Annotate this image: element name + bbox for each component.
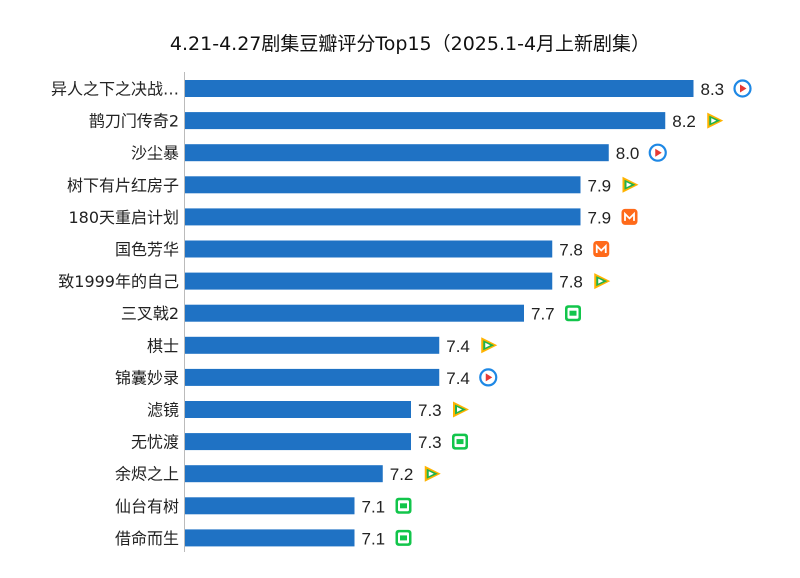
tencent-video-icon	[594, 273, 611, 290]
category-label: 借命而生	[115, 529, 179, 548]
tencent-video-icon	[622, 176, 639, 193]
youku-icon	[479, 368, 498, 387]
value-label: 7.9	[588, 176, 612, 195]
bar	[185, 368, 440, 386]
value-label: 7.9	[588, 208, 612, 227]
mango-tv-icon	[593, 241, 610, 257]
category-label: 致1999年的自己	[58, 272, 179, 291]
value-label: 8.2	[672, 112, 696, 131]
category-label: 国色芳华	[115, 240, 179, 259]
youku-icon	[648, 143, 667, 162]
iqiyi-icon	[452, 433, 468, 450]
value-label: 7.2	[390, 465, 414, 484]
category-label: 无忧渡	[131, 433, 179, 452]
category-label: 异人之下之决战…	[51, 80, 179, 99]
tencent-video-icon	[424, 465, 441, 482]
mango-tv-icon	[621, 208, 638, 225]
category-label: 余烬之上	[115, 465, 179, 484]
iqiyi-icon	[565, 305, 581, 322]
bar	[185, 208, 581, 226]
tencent-video-icon	[707, 112, 724, 129]
bar	[185, 336, 440, 354]
bar	[185, 465, 383, 483]
tencent-video-icon	[481, 337, 498, 354]
bar	[185, 272, 553, 290]
bar	[185, 497, 355, 515]
value-label: 7.4	[446, 337, 470, 356]
category-label: 锦囊妙录	[115, 368, 179, 387]
value-label: 8.0	[616, 144, 640, 163]
bar	[185, 176, 581, 194]
value-label: 7.7	[531, 305, 555, 324]
category-label: 树下有片红房子	[67, 176, 179, 195]
category-label: 三叉戟2	[121, 304, 179, 323]
bar	[185, 144, 609, 162]
bar	[185, 401, 411, 418]
iqiyi-icon	[395, 497, 412, 514]
bar	[185, 304, 524, 322]
bar	[185, 529, 355, 547]
bar	[185, 112, 666, 130]
value-label: 7.8	[559, 241, 583, 260]
iqiyi-icon	[395, 529, 412, 546]
value-label: 7.8	[559, 273, 583, 292]
category-label: 鹊刀门传奇2	[89, 112, 179, 131]
bar	[185, 80, 694, 97]
youku-icon	[733, 79, 752, 98]
category-label: 仙台有树	[115, 497, 179, 516]
value-label: 7.1	[362, 529, 386, 548]
value-label: 7.1	[362, 497, 386, 516]
bar	[185, 433, 411, 451]
value-label: 7.3	[418, 433, 442, 452]
category-label: 沙尘暴	[131, 144, 179, 163]
value-label: 7.4	[446, 369, 470, 388]
value-label: 7.3	[418, 401, 442, 420]
category-label: 滤镜	[147, 401, 179, 420]
bars-layer: 异人之下之决战… 8.3 鹊刀门传奇2 8.2 沙尘暴 8.0 树下有片红房子 7.9 180天…	[51, 79, 752, 548]
value-label: 8.3	[701, 80, 725, 99]
category-label: 180天重启计划	[68, 208, 179, 227]
category-label: 棋士	[147, 336, 179, 355]
chart-title: 4.21-4.27剧集豆瓣评分Top15（2025.1-4月上新剧集）	[170, 33, 650, 55]
bar	[185, 240, 553, 258]
tencent-video-icon	[453, 401, 469, 418]
